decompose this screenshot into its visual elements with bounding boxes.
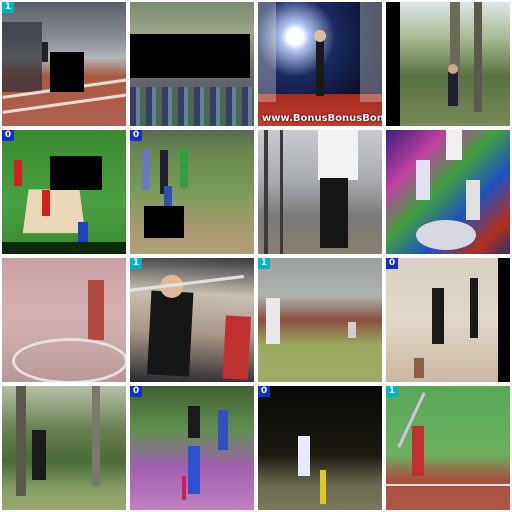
- redaction-mask: [50, 156, 102, 190]
- scene-image: [258, 130, 382, 254]
- grid-tile[interactable]: [256, 128, 384, 256]
- label-badge: 0: [130, 386, 142, 397]
- scene-image: [386, 258, 510, 382]
- grid-tile[interactable]: 0: [128, 384, 256, 512]
- grid-tile[interactable]: 1: [128, 256, 256, 384]
- scene-image: [258, 386, 382, 510]
- label-badge: 0: [130, 130, 142, 141]
- grid-tile[interactable]: www.BonusBonusBonus.com: [256, 0, 384, 128]
- redaction-mask: [144, 206, 184, 238]
- scene-image: [2, 258, 126, 382]
- scene-image: [2, 386, 126, 510]
- grid-tile[interactable]: 0: [128, 128, 256, 256]
- scene-image: [258, 258, 382, 382]
- label-badge: 0: [386, 258, 398, 269]
- grid-tile[interactable]: 0: [256, 384, 384, 512]
- label-badge: 1: [130, 258, 142, 269]
- label-badge: 1: [258, 258, 270, 269]
- grid-tile[interactable]: [384, 128, 512, 256]
- scene-image: [386, 386, 510, 510]
- watermark-text: www.BonusBonusBonus.com: [262, 113, 384, 124]
- grid-tile[interactable]: [0, 256, 128, 384]
- scene-image: [2, 2, 126, 126]
- scene-image: [130, 386, 254, 510]
- grid-tile[interactable]: 0: [0, 128, 128, 256]
- grid-tile[interactable]: [0, 384, 128, 512]
- label-badge: 1: [386, 386, 398, 397]
- scene-image: [258, 2, 382, 126]
- scene-image: [386, 130, 510, 254]
- scene-image: [2, 130, 126, 254]
- scene-image: [386, 2, 510, 126]
- grid-tile[interactable]: [384, 0, 512, 128]
- label-badge: 0: [258, 386, 270, 397]
- grid-tile[interactable]: [128, 0, 256, 128]
- grid-tile[interactable]: 1: [256, 256, 384, 384]
- scene-image: [130, 258, 254, 382]
- redaction-mask: [130, 34, 250, 78]
- grid-tile[interactable]: 0: [384, 256, 512, 384]
- label-badge: 1: [2, 2, 14, 13]
- label-badge: 0: [2, 130, 14, 141]
- grid-tile[interactable]: 1: [0, 0, 128, 128]
- grid-tile[interactable]: 1: [384, 384, 512, 512]
- redaction-mask: [50, 52, 84, 92]
